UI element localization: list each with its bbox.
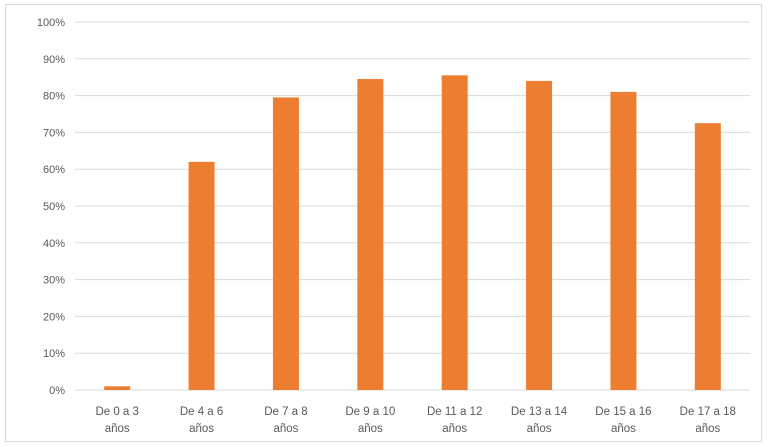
bar — [526, 80, 553, 390]
x-tick-label: años — [189, 423, 214, 435]
y-tick-label: 50% — [43, 201, 65, 213]
y-tick-label: 40% — [43, 238, 65, 250]
x-tick-label: De 7 a 8 — [264, 406, 307, 418]
bar — [104, 386, 131, 390]
x-tick-label: De 17 a 18 — [680, 406, 736, 418]
bar — [610, 91, 637, 391]
y-tick-label: 10% — [43, 348, 65, 360]
x-tick-label: De 9 a 10 — [345, 406, 395, 418]
y-tick-label: 90% — [43, 54, 65, 66]
x-tick-label: De 13 a 14 — [511, 406, 568, 418]
y-tick-label: 70% — [43, 127, 65, 139]
bar — [272, 97, 299, 390]
y-tick-label: 80% — [43, 91, 65, 103]
x-tick-label: años — [358, 423, 383, 435]
y-tick-label: 20% — [43, 311, 65, 323]
x-tick-label: De 4 a 6 — [180, 406, 223, 418]
x-tick-label: De 15 a 16 — [595, 406, 651, 418]
x-tick-label: años — [273, 423, 298, 435]
x-tick-label: años — [527, 423, 552, 435]
y-tick-label: 0% — [49, 385, 65, 397]
bar — [441, 75, 468, 391]
bar — [357, 79, 384, 390]
x-tick-label: De 0 a 3 — [95, 406, 138, 418]
x-tick-label: años — [442, 423, 467, 435]
x-tick-label: años — [611, 423, 636, 435]
x-tick-label: años — [105, 423, 130, 435]
x-tick-label: De 11 a 12 — [427, 406, 482, 418]
bar — [188, 161, 215, 390]
y-tick-label: 60% — [43, 164, 65, 176]
x-tick-label: años — [695, 423, 720, 435]
y-tick-label: 30% — [43, 275, 65, 287]
bar — [694, 123, 721, 390]
y-tick-label: 100% — [37, 17, 65, 29]
